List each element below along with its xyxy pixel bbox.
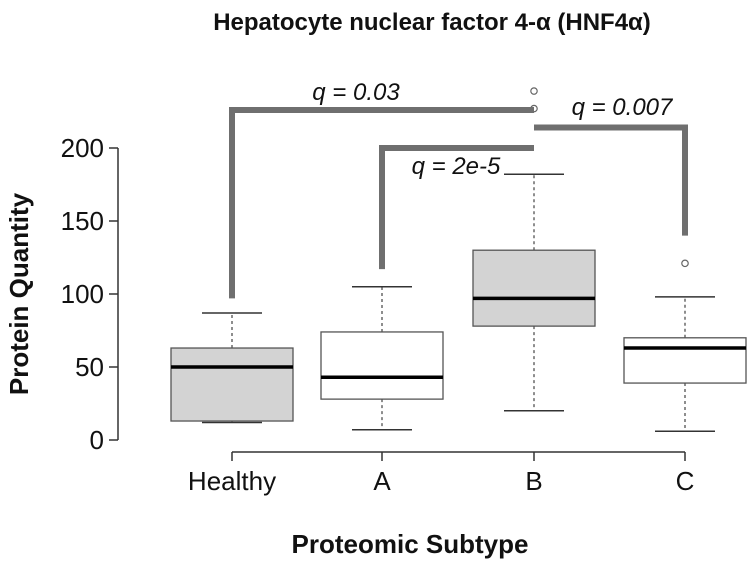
y-tick-label: 0 — [90, 425, 104, 455]
chart-title: Hepatocyte nuclear factor 4-α (HNF4α) — [213, 9, 651, 36]
x-axis-label: Proteomic Subtype — [292, 529, 529, 559]
significance-label: q = 2e-5 — [412, 153, 501, 180]
x-tick-label: Healthy — [188, 466, 276, 496]
x-tick-label: B — [525, 466, 542, 496]
box-healthy — [170, 347, 294, 422]
significance-bracket — [534, 124, 688, 236]
y-tick-label: 150 — [61, 206, 104, 236]
box-c — [623, 337, 747, 384]
plot-area: 0 50 100 150 200 Healthy A B Cq = 0.03 q = 2e-5 q … — [61, 79, 747, 496]
outlier-point — [530, 87, 538, 95]
x-tick-label: A — [373, 466, 391, 496]
x-tick-label: C — [676, 466, 695, 496]
significance-bracket — [229, 107, 534, 299]
y-tick-label: 200 — [61, 133, 104, 163]
y-axis-label: Protein Quantity — [4, 192, 34, 395]
significance-label: q = 0.03 — [312, 79, 400, 106]
outlier-point — [681, 259, 689, 268]
significance-bracket — [379, 145, 534, 270]
y-tick-label: 50 — [75, 352, 104, 382]
box-b — [472, 249, 596, 327]
box-a — [320, 331, 444, 400]
significance-label: q = 0.007 — [572, 94, 674, 121]
y-tick-label: 100 — [61, 279, 104, 309]
